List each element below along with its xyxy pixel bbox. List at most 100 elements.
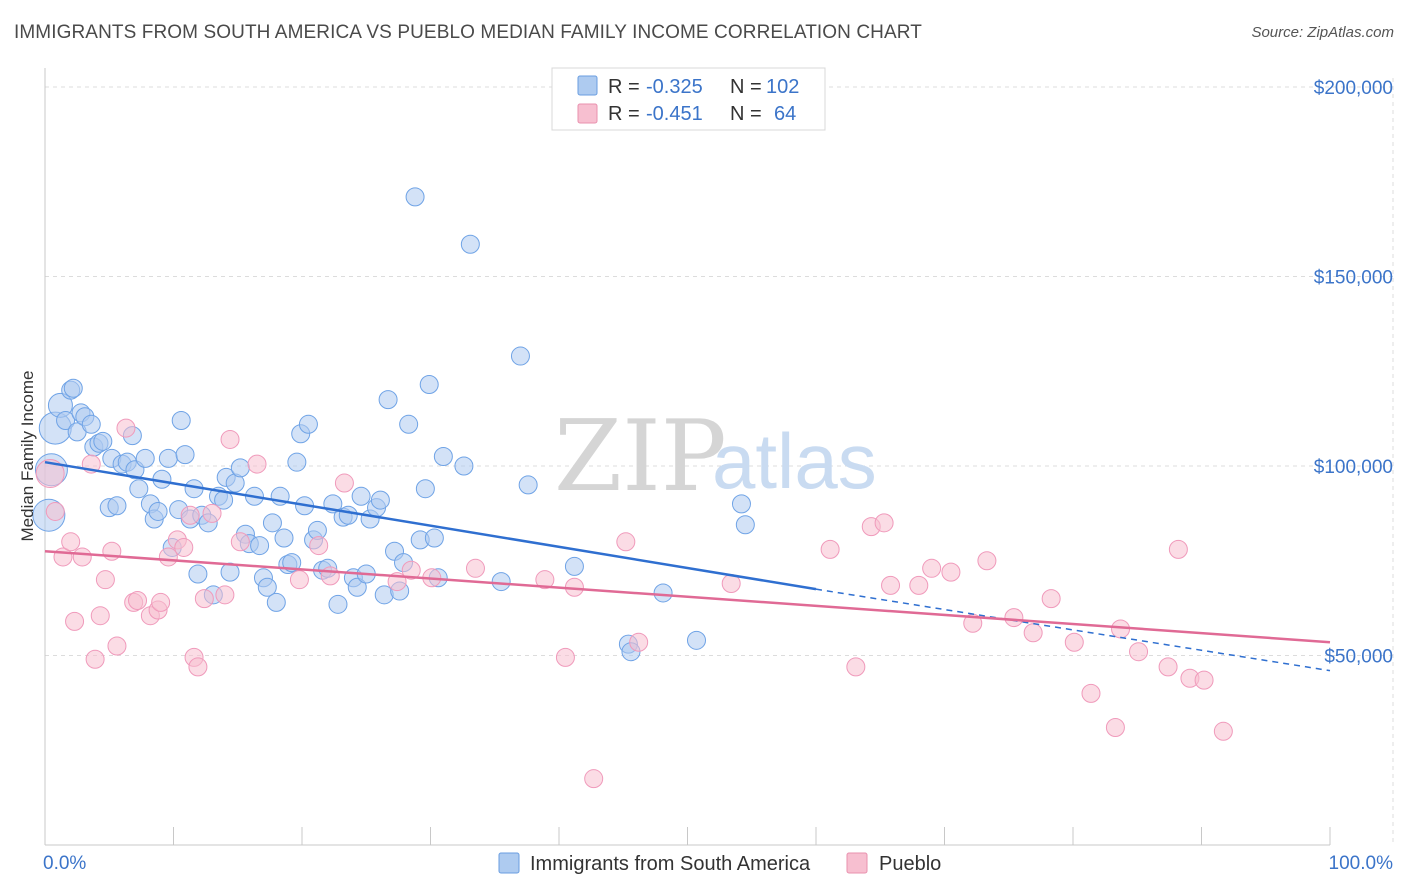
data-point — [250, 536, 270, 556]
source-credit: Source: ZipAtlas.com — [1251, 24, 1394, 41]
data-point — [510, 346, 530, 366]
series-pueblo-points — [35, 418, 1233, 789]
legend-r-label-1: R = — [608, 76, 640, 98]
data-point — [171, 410, 191, 430]
x-tick-label: 0.0% — [43, 853, 86, 874]
data-point — [202, 503, 222, 523]
data-point — [922, 558, 942, 578]
trend-lines — [44, 460, 1331, 672]
data-point — [274, 528, 294, 548]
data-point — [909, 575, 929, 595]
data-point — [491, 572, 511, 592]
series-legend-swatch-pueblo — [846, 852, 868, 874]
data-point — [555, 647, 575, 667]
data-point — [148, 501, 168, 521]
data-point — [287, 452, 307, 472]
data-point — [1129, 642, 1149, 662]
data-point — [1064, 632, 1084, 652]
data-point — [128, 591, 148, 611]
x-tick-label: 100.0% — [1329, 853, 1394, 874]
data-point — [151, 592, 171, 612]
y-tick-label: $100,000 — [1314, 457, 1393, 478]
series-legend-swatch-immigrants — [498, 852, 520, 874]
data-point — [220, 429, 240, 449]
data-point — [180, 505, 200, 525]
data-point — [977, 551, 997, 571]
legend-swatch-immigrants — [577, 75, 598, 96]
y-tick-label: $50,000 — [1324, 646, 1393, 667]
data-point — [881, 575, 901, 595]
stats-legend: R = -0.325 N = 102 R = -0.451 N = 64 — [551, 67, 826, 131]
data-point — [56, 410, 76, 430]
data-point — [174, 537, 194, 557]
data-point — [247, 454, 267, 474]
y-tick-label: $150,000 — [1314, 267, 1393, 288]
series-legend: Immigrants from South America Pueblo — [498, 852, 941, 875]
data-point — [309, 536, 329, 556]
data-point — [629, 632, 649, 652]
data-point — [1213, 721, 1233, 741]
data-point — [81, 414, 101, 434]
data-point — [85, 649, 105, 669]
data-point — [230, 458, 250, 478]
data-point — [731, 494, 751, 514]
data-points — [32, 187, 1233, 789]
x-tick-labels: 0.0% 100.0% — [43, 853, 1393, 874]
data-point — [735, 515, 755, 535]
data-point — [820, 539, 840, 559]
legend-r-label-2: R = — [608, 103, 640, 125]
data-point — [460, 234, 480, 254]
data-point — [45, 501, 65, 521]
legend-n-value-1: 102 — [766, 76, 799, 98]
data-point — [1168, 539, 1188, 559]
data-point — [941, 562, 961, 582]
data-point — [1004, 608, 1024, 628]
data-point — [846, 657, 866, 677]
data-point — [194, 589, 214, 609]
data-point — [370, 490, 390, 510]
data-point — [63, 378, 83, 398]
watermark: ZIP atlas — [554, 400, 877, 514]
legend-r-value-1: -0.325 — [646, 76, 703, 98]
data-point — [230, 532, 250, 552]
data-point — [298, 414, 318, 434]
data-point — [419, 374, 439, 394]
data-point — [686, 630, 706, 650]
data-point — [158, 547, 178, 567]
data-point — [188, 657, 208, 677]
legend-n-label-2: N = — [730, 103, 762, 125]
data-point — [584, 769, 604, 789]
data-point — [158, 448, 178, 468]
data-point — [35, 459, 65, 489]
data-point — [535, 570, 555, 590]
data-point — [107, 636, 127, 656]
data-point — [1158, 657, 1178, 677]
data-point — [334, 473, 354, 493]
trend-line-pueblo — [44, 550, 1331, 644]
data-point — [65, 611, 85, 631]
data-point — [1194, 670, 1214, 690]
data-point — [72, 547, 92, 567]
data-point — [1105, 718, 1125, 738]
y-tick-label: $200,000 — [1314, 78, 1393, 99]
data-point — [415, 479, 435, 499]
legend-swatch-pueblo — [577, 103, 598, 124]
data-point — [215, 585, 235, 605]
watermark-zip: ZIP — [554, 400, 727, 514]
data-point — [129, 479, 149, 499]
data-point — [282, 553, 302, 573]
data-point — [454, 456, 474, 476]
series-legend-label-immigrants: Immigrants from South America — [530, 853, 811, 875]
data-point — [399, 414, 419, 434]
data-point — [347, 577, 367, 597]
trend-line-immigrants — [44, 460, 817, 591]
data-point — [93, 431, 113, 451]
data-point — [107, 496, 127, 516]
chart-title: IMMIGRANTS FROM SOUTH AMERICA VS PUEBLO … — [14, 22, 922, 43]
data-point — [266, 592, 286, 612]
data-point — [262, 513, 282, 533]
y-tick-labels: $50,000 $100,000 $150,000 $200,000 — [1314, 78, 1393, 668]
y-axis-label: Median Family Income — [18, 370, 37, 541]
data-point — [653, 583, 673, 603]
